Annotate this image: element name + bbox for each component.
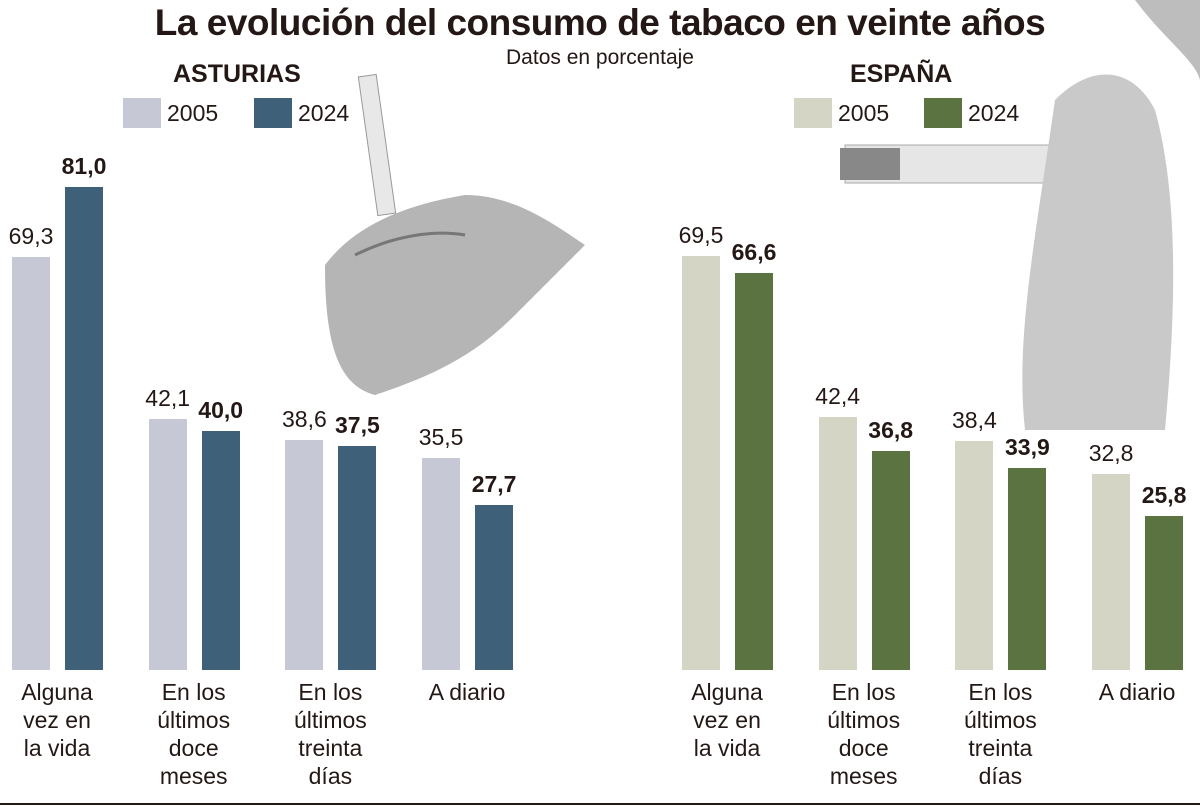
legend-label: 2005	[167, 99, 219, 126]
bar-2005	[12, 256, 50, 670]
value-label: 81,0	[61, 153, 107, 179]
value-label: 27,7	[471, 470, 517, 497]
bar-2005	[818, 417, 857, 670]
region-title: ESPAÑA	[850, 60, 953, 88]
legend-label: 2005	[838, 99, 890, 126]
value-label: 42,4	[815, 383, 861, 410]
bar-2005	[285, 439, 324, 670]
value-label: 40,0	[198, 397, 244, 424]
region-title: ASTURIAS	[173, 60, 301, 88]
legend-swatch	[123, 98, 161, 128]
chart-title: La evolución del consumo de tabaco en ve…	[154, 2, 1046, 43]
bar-2024	[475, 504, 514, 670]
bar-2024	[201, 431, 240, 670]
bar-2024	[735, 272, 773, 670]
bottom-rule	[0, 803, 1200, 805]
value-label: 25,8	[1141, 482, 1187, 509]
legend-swatch	[794, 98, 832, 128]
category-label: Alguna vez en la vida	[691, 679, 763, 761]
legend-swatch	[254, 98, 292, 128]
value-label: 38,6	[282, 405, 327, 432]
bar-2024	[65, 187, 103, 670]
chart-subtitle: Datos en porcentaje	[506, 46, 694, 69]
legend-label: 2024	[968, 99, 1020, 126]
value-label: 38,4	[952, 407, 997, 434]
legend-item-2005: 2005	[794, 98, 889, 128]
legend-swatch	[924, 98, 962, 128]
value-label: 66,6	[731, 238, 777, 265]
category-label: En los últimos doce meses	[827, 679, 901, 789]
value-label: 33,9	[1005, 433, 1050, 460]
category-label: Alguna vez en la vida	[21, 679, 93, 761]
bar-2005	[422, 458, 461, 670]
legend-item-2024: 2024	[924, 98, 1019, 128]
legend-item-2005: 2005	[123, 98, 218, 128]
legend-item-2024: 2024	[254, 98, 349, 128]
value-label: 37,5	[335, 412, 380, 439]
value-label: 36,8	[868, 416, 914, 443]
category-label: En los últimos treinta días	[293, 679, 367, 789]
bar-2005	[682, 255, 720, 670]
value-label: 35,5	[418, 424, 464, 451]
value-label: 32,8	[1088, 440, 1134, 467]
bar-2024	[338, 446, 377, 670]
hand-holding-cigarette-photo	[325, 73, 585, 395]
category-label: A diario	[1098, 679, 1176, 705]
value-label: 69,3	[8, 222, 54, 249]
mouth-smoking-cigarette-photo	[840, 0, 1200, 430]
bar-2024	[1008, 467, 1047, 670]
bar-2024	[871, 450, 910, 670]
value-label: 69,5	[678, 221, 724, 248]
legend-label: 2024	[298, 99, 350, 126]
bar-2005	[955, 441, 994, 670]
bar-2005	[148, 418, 187, 670]
bar-2024	[1145, 516, 1184, 670]
category-label: En los últimos treinta días	[963, 679, 1037, 789]
category-label: En los últimos doce meses	[157, 679, 231, 789]
value-label: 42,1	[145, 384, 191, 411]
bar-2005	[1092, 474, 1131, 670]
category-label: A diario	[428, 679, 506, 705]
